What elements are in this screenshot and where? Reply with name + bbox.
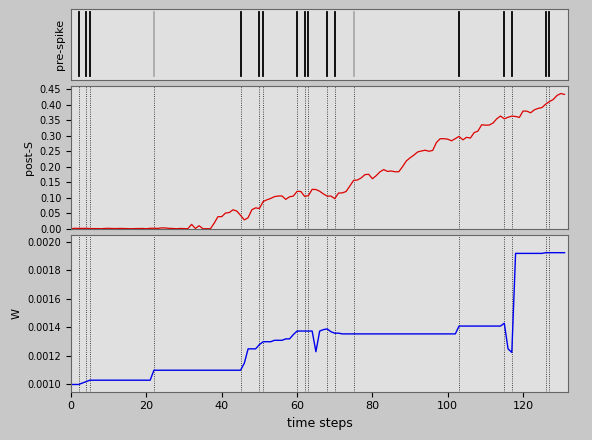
X-axis label: time steps: time steps [287, 417, 353, 430]
Y-axis label: W: W [12, 308, 22, 319]
Y-axis label: post-S: post-S [24, 140, 34, 175]
Y-axis label: pre-spike: pre-spike [56, 19, 66, 70]
